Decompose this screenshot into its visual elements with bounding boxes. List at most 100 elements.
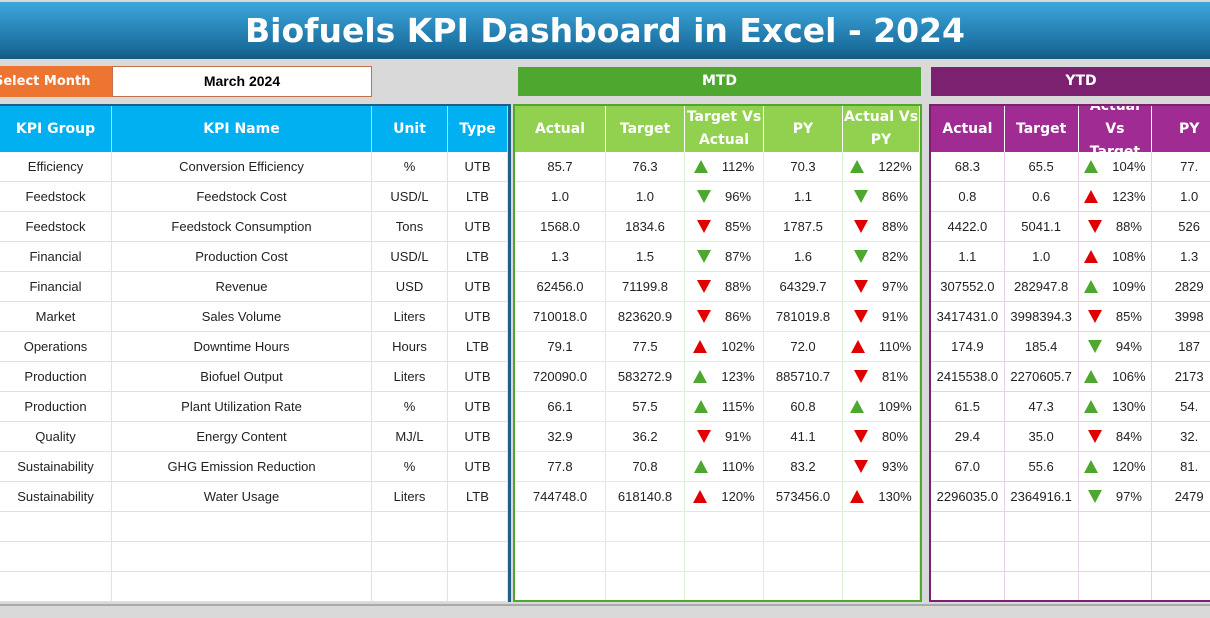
mtd-actual-cell: 720090.0: [515, 362, 606, 391]
kpi-group-cell: Production: [0, 362, 112, 391]
percent-value: 85%: [724, 219, 752, 234]
percent-value: 81%: [881, 369, 909, 384]
mtd-target-vs-actual-cell: 96%: [685, 182, 764, 211]
percent-value: 123%: [1112, 189, 1146, 204]
percent-value: 123%: [721, 369, 755, 384]
arrow-down-icon: [853, 370, 868, 383]
percent-value: 91%: [724, 429, 752, 444]
percent-value: 102%: [721, 339, 755, 354]
mtd-target-cell: 823620.9: [606, 302, 685, 331]
ytd-target-cell: 2270605.7: [1005, 362, 1079, 391]
arrow-up-icon: [1084, 280, 1099, 293]
empty-row: [0, 572, 508, 602]
ytd-py-cell: 3998: [1152, 302, 1210, 331]
mtd-py-cell: [764, 512, 843, 541]
unit-cell: USD/L: [372, 182, 448, 211]
ytd-py-cell: 2173: [1152, 362, 1210, 391]
ytd-header: Actual: [931, 106, 1005, 152]
ytd-py-cell: 187: [1152, 332, 1210, 361]
unit-cell: %: [372, 452, 448, 481]
mtd-target-cell: 70.8: [606, 452, 685, 481]
ytd-target-cell: 47.3: [1005, 392, 1079, 421]
kpi-name-cell: [112, 512, 372, 541]
mtd-py-cell: 72.0: [764, 332, 843, 361]
mtd-target-cell: [606, 572, 685, 600]
ytd-actual-cell: 61.5: [931, 392, 1005, 421]
mtd-py-cell: 885710.7: [764, 362, 843, 391]
ytd-actual-cell: 307552.0: [931, 272, 1005, 301]
mtd-target-cell: 36.2: [606, 422, 685, 451]
ytd-py-cell: 77.: [1152, 152, 1210, 181]
mtd-target-vs-actual-cell: 85%: [685, 212, 764, 241]
kpi-info-table: KPI Group KPI Name Unit Type Efficiency Conve…: [0, 104, 511, 602]
mtd-py-cell: 1787.5: [764, 212, 843, 241]
type-cell: LTB: [448, 242, 508, 271]
table-row: 66.1 57.5 115% 60.8 109%: [515, 392, 920, 422]
arrow-down-icon: [696, 250, 711, 263]
arrow-down-icon: [853, 430, 868, 443]
percent-value: 93%: [881, 459, 909, 474]
ytd-target-cell: [1005, 512, 1079, 541]
percent-value: 130%: [1112, 399, 1146, 414]
mtd-target-vs-actual-cell: 110%: [685, 452, 764, 481]
kpi-group-cell: Financial: [0, 242, 112, 271]
percent-value: 120%: [721, 489, 755, 504]
arrow-down-icon: [1087, 490, 1102, 503]
mtd-target-cell: 618140.8: [606, 482, 685, 511]
kpi-group-cell: Efficiency: [0, 152, 112, 181]
ytd-py-cell: 1.3: [1152, 242, 1210, 271]
mtd-header: Target Vs Actual: [685, 106, 764, 152]
type-cell: [448, 572, 508, 601]
ytd-actual-vs-target-cell: [1079, 572, 1153, 600]
ytd-actual-vs-target-cell: 123%: [1079, 182, 1153, 211]
percent-value: 130%: [878, 489, 912, 504]
percent-value: 80%: [881, 429, 909, 444]
percent-value: 87%: [724, 249, 752, 264]
arrow-down-icon: [696, 280, 711, 293]
percent-value: 110%: [721, 459, 755, 474]
unit-cell: Liters: [372, 302, 448, 331]
ytd-actual-vs-target-cell: 108%: [1079, 242, 1153, 271]
type-cell: LTB: [448, 182, 508, 211]
arrow-up-icon: [693, 460, 708, 473]
ytd-py-cell: 1.0: [1152, 182, 1210, 211]
arrow-down-icon: [1087, 220, 1102, 233]
table-row: 2415538.0 2270605.7 106% 2173: [931, 362, 1210, 392]
percent-value: 104%: [1112, 159, 1146, 174]
ytd-actual-vs-target-cell: 109%: [1079, 272, 1153, 301]
ytd-actual-cell: 3417431.0: [931, 302, 1005, 331]
mtd-actual-cell: 79.1: [515, 332, 606, 361]
kpi-group-cell: Feedstock: [0, 182, 112, 211]
table-row: 79.1 77.5 102% 72.0 110%: [515, 332, 920, 362]
mtd-actual-cell: 77.8: [515, 452, 606, 481]
ytd-table: Actual Target Actual Vs Target PY 68.3 65.5 10…: [929, 104, 1210, 602]
unit-cell: USD/L: [372, 242, 448, 271]
percent-value: 97%: [881, 279, 909, 294]
empty-row: [515, 512, 920, 542]
type-cell: [448, 542, 508, 571]
ytd-target-cell: 65.5: [1005, 152, 1079, 181]
kpi-group-cell: [0, 572, 112, 601]
kpi-name-cell: Feedstock Cost: [112, 182, 372, 211]
ytd-target-cell: 3998394.3: [1005, 302, 1079, 331]
mtd-target-cell: 77.5: [606, 332, 685, 361]
ytd-actual-vs-target-cell: 85%: [1079, 302, 1153, 331]
table-row: 85.7 76.3 112% 70.3 122%: [515, 152, 920, 182]
kpi-group-cell: Production: [0, 392, 112, 421]
kpi-name-cell: Downtime Hours: [112, 332, 372, 361]
mtd-target-vs-actual-cell: 102%: [685, 332, 764, 361]
mtd-target-cell: 57.5: [606, 392, 685, 421]
ytd-header: Target: [1004, 106, 1079, 152]
mtd-actual-cell: 62456.0: [515, 272, 606, 301]
arrow-down-icon: [696, 310, 711, 323]
percent-value: 110%: [878, 339, 912, 354]
mtd-target-vs-actual-cell: 115%: [685, 392, 764, 421]
arrow-up-icon: [850, 160, 865, 173]
ytd-actual-vs-target-cell: 104%: [1079, 152, 1153, 181]
month-select[interactable]: March 2024: [112, 66, 372, 97]
arrow-down-icon: [853, 280, 868, 293]
table-row: Production Plant Utilization Rate% UTB: [0, 392, 508, 422]
mtd-actual-vs-py-cell: [843, 542, 920, 571]
mtd-actual-cell: 66.1: [515, 392, 606, 421]
mtd-actual-vs-py-cell: 122%: [843, 152, 920, 181]
